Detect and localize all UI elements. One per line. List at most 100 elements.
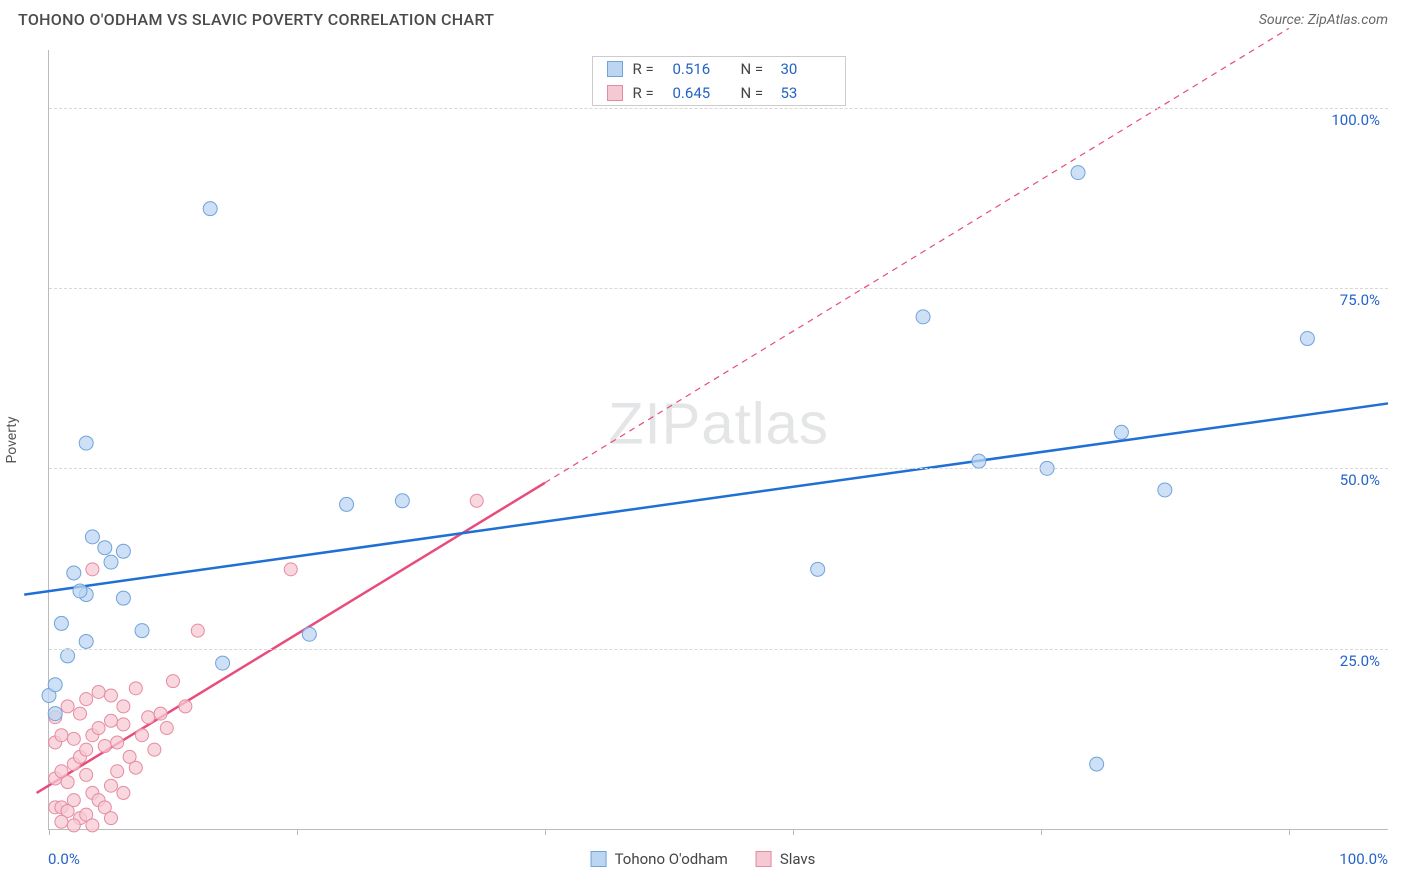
legend-n-slavs: 53 [781, 84, 831, 102]
y-axis-label: Poverty [4, 416, 20, 463]
data-point-slavs [73, 707, 86, 720]
data-point-tohono [54, 616, 68, 630]
data-point-slavs [179, 700, 192, 713]
data-point-slavs [98, 740, 111, 753]
trend-line [24, 403, 1388, 594]
data-point-tohono [98, 541, 112, 555]
y-tick-label: 75.0% [1340, 291, 1380, 309]
data-point-slavs [55, 729, 68, 742]
swatch-slavs [756, 851, 772, 867]
data-point-tohono [116, 591, 130, 605]
y-tick-label: 25.0% [1340, 652, 1380, 670]
data-point-slavs [117, 786, 130, 799]
data-point-slavs [104, 714, 117, 727]
legend-r-label: R = [633, 84, 663, 102]
data-point-slavs [55, 815, 68, 828]
gridline [49, 108, 1388, 109]
plot-region: R = 0.516 N = 30 R = 0.645 N = 53 ZIPatl… [48, 50, 1388, 830]
data-point-slavs [111, 765, 124, 778]
data-point-slavs [61, 776, 74, 789]
x-tick [1289, 829, 1290, 835]
y-tick-label: 100.0% [1331, 111, 1380, 129]
data-point-tohono [73, 584, 87, 598]
legend-label-tohono: Tohono O'odham [615, 850, 728, 868]
data-point-slavs [92, 722, 105, 735]
chart-svg [49, 50, 1388, 829]
data-point-slavs [86, 563, 99, 576]
data-point-tohono [48, 678, 62, 692]
data-point-slavs [166, 675, 179, 688]
legend-correlation: R = 0.516 N = 30 R = 0.645 N = 53 [592, 56, 846, 106]
x-tick [545, 829, 546, 835]
data-point-tohono [104, 555, 118, 569]
x-tick [793, 829, 794, 835]
x-axis-min-label: 0.0% [48, 850, 80, 868]
legend-r-slavs: 0.645 [673, 84, 723, 102]
data-point-slavs [154, 707, 167, 720]
data-point-tohono [216, 656, 230, 670]
data-point-tohono [916, 310, 930, 324]
data-point-slavs [67, 794, 80, 807]
data-point-slavs [111, 736, 124, 749]
data-point-slavs [129, 682, 142, 695]
data-point-tohono [1158, 483, 1172, 497]
data-point-tohono [1071, 166, 1085, 180]
swatch-tohono [607, 61, 623, 77]
data-point-slavs [104, 812, 117, 825]
legend-n-label: N = [741, 60, 771, 78]
data-point-slavs [86, 819, 99, 832]
legend-n-tohono: 30 [781, 60, 831, 78]
data-point-slavs [160, 722, 173, 735]
gridline [49, 649, 1388, 650]
legend-series: Tohono O'odham Slavs [591, 850, 816, 868]
data-point-tohono [1090, 757, 1104, 771]
data-point-slavs [67, 732, 80, 745]
data-point-slavs [117, 700, 130, 713]
data-point-tohono [811, 562, 825, 576]
data-point-slavs [61, 700, 74, 713]
data-point-slavs [80, 743, 93, 756]
data-point-tohono [67, 566, 81, 580]
data-point-slavs [470, 494, 483, 507]
gridline [49, 288, 1388, 289]
data-point-tohono [1300, 332, 1314, 346]
data-point-tohono [48, 707, 62, 721]
x-tick [49, 829, 50, 835]
data-point-slavs [148, 743, 161, 756]
data-point-slavs [67, 819, 80, 832]
data-point-tohono [203, 202, 217, 216]
data-point-slavs [92, 685, 105, 698]
x-tick [1041, 829, 1042, 835]
data-point-slavs [142, 711, 155, 724]
legend-label-slavs: Slavs [780, 850, 816, 868]
source-label: Source: ZipAtlas.com [1259, 12, 1388, 28]
swatch-tohono [591, 851, 607, 867]
data-point-tohono [116, 544, 130, 558]
data-point-tohono [61, 649, 75, 663]
data-point-slavs [135, 729, 148, 742]
data-point-tohono [395, 494, 409, 508]
chart-area: R = 0.516 N = 30 R = 0.645 N = 53 ZIPatl… [48, 50, 1388, 830]
gridline [49, 468, 1388, 469]
data-point-tohono [135, 624, 149, 638]
data-point-slavs [129, 761, 142, 774]
legend-r-tohono: 0.516 [673, 60, 723, 78]
chart-title: TOHONO O'ODHAM VS SLAVIC POVERTY CORRELA… [18, 10, 494, 29]
data-point-tohono [85, 530, 99, 544]
data-point-tohono [1114, 425, 1128, 439]
data-point-tohono [340, 497, 354, 511]
legend-n-label: N = [741, 84, 771, 102]
data-point-tohono [79, 634, 93, 648]
data-point-slavs [117, 718, 130, 731]
legend-r-label: R = [633, 60, 663, 78]
data-point-slavs [284, 563, 297, 576]
y-tick-label: 50.0% [1340, 471, 1380, 489]
data-point-slavs [104, 779, 117, 792]
data-point-slavs [104, 689, 117, 702]
data-point-tohono [972, 454, 986, 468]
x-axis-max-label: 100.0% [1339, 850, 1388, 868]
data-point-tohono [302, 627, 316, 641]
swatch-slavs [607, 85, 623, 101]
x-tick [297, 829, 298, 835]
data-point-slavs [191, 624, 204, 637]
